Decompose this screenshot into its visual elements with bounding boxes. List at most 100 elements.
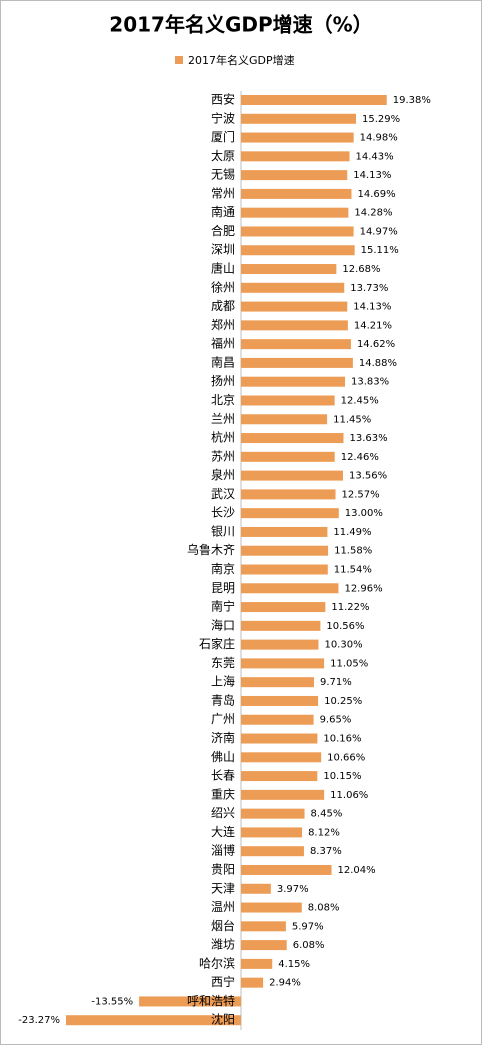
y-tick-label: 西安: [211, 92, 235, 107]
bar: [241, 583, 339, 594]
y-tick-label: 唐山: [211, 261, 235, 276]
y-tick-label: 成都: [211, 299, 235, 313]
bar: [241, 864, 332, 875]
legend: 2017年名义GDP增速: [175, 53, 295, 67]
value-label: 9.65%: [320, 715, 352, 726]
y-tick-label: 天津: [211, 881, 235, 895]
value-label: 2.94%: [269, 978, 301, 989]
value-label: 11.49%: [333, 527, 371, 538]
value-label: 11.05%: [330, 658, 368, 669]
value-label: 8.12%: [308, 827, 340, 838]
bar: [241, 433, 344, 444]
bar: [241, 113, 356, 124]
bar: [241, 771, 318, 782]
bar: [241, 695, 319, 706]
bar: [241, 827, 303, 838]
value-label: 13.00%: [345, 508, 383, 519]
bar: [241, 395, 335, 406]
value-label: 14.97%: [360, 226, 398, 237]
value-label: 11.54%: [334, 565, 372, 576]
y-tick-label: 贵阳: [211, 862, 235, 876]
bar: [241, 545, 329, 556]
value-label: 14.21%: [354, 320, 392, 331]
value-label: 12.96%: [344, 583, 382, 594]
y-tick-label: 淄博: [211, 843, 235, 858]
bar: [241, 902, 302, 913]
bar: [241, 339, 351, 350]
value-label: 14.28%: [354, 208, 392, 219]
bar: [241, 264, 337, 275]
y-tick-label: 哈尔滨: [199, 955, 235, 970]
bar: [241, 301, 348, 312]
y-tick-label: 海口: [211, 617, 235, 632]
bar: [241, 357, 353, 368]
y-tick-label: 深圳: [211, 243, 235, 257]
bar: [241, 733, 318, 744]
value-label: 14.13%: [353, 170, 391, 181]
value-label: 11.45%: [333, 414, 371, 425]
y-tick-label: 沈阳: [211, 1012, 235, 1027]
value-label: 10.25%: [324, 696, 362, 707]
bar: [241, 808, 305, 819]
value-label: 8.45%: [311, 809, 343, 820]
bar: [241, 958, 273, 969]
bar: [241, 376, 346, 387]
y-tick-label: 东莞: [211, 656, 235, 670]
bar: [241, 677, 315, 688]
bar: [241, 789, 325, 800]
bar: [139, 996, 241, 1007]
value-label: 15.11%: [361, 245, 399, 256]
value-label: 4.15%: [278, 959, 310, 970]
y-tick-label: 青岛: [211, 692, 235, 707]
y-tick-label: 上海: [211, 674, 235, 689]
value-label: 9.71%: [320, 677, 352, 688]
bar: [241, 883, 271, 894]
y-tick-label: 广州: [211, 712, 235, 726]
bar: [241, 921, 286, 932]
chart-title: 2017年名义GDP增速（%）: [109, 13, 372, 37]
value-label: 11.06%: [330, 790, 368, 801]
y-tick-label: 南宁: [211, 599, 235, 614]
value-label: 12.57%: [342, 489, 380, 500]
y-tick-label: 徐州: [211, 279, 235, 294]
value-label: -23.27%: [18, 1015, 60, 1026]
bar: [241, 846, 304, 857]
y-tick-label: 泉州: [211, 468, 235, 482]
y-tick-label: 武汉: [211, 487, 235, 501]
y-tick-label: 南通: [211, 204, 235, 219]
y-tick-label: 常州: [211, 186, 235, 200]
bar: [241, 977, 264, 988]
y-tick-label: 北京: [211, 393, 235, 407]
y-tick-label: 太原: [211, 148, 235, 163]
value-label: 12.04%: [338, 865, 376, 876]
value-label: 13.73%: [350, 283, 388, 294]
y-tick-label: 呼和浩特: [187, 993, 235, 1008]
bar: [241, 526, 328, 537]
y-tick-label: 烟台: [211, 918, 235, 933]
y-tick-label: 重庆: [211, 787, 235, 801]
value-label: 14.62%: [357, 339, 395, 350]
bar: [241, 245, 355, 256]
y-tick-label: 温州: [211, 900, 235, 914]
bar: [241, 602, 326, 613]
value-label: 14.88%: [359, 358, 397, 369]
y-tick-label: 西宁: [211, 974, 235, 989]
bar: [241, 752, 322, 763]
value-label: 13.63%: [350, 433, 388, 444]
y-tick-label: 南京: [211, 561, 235, 576]
bar: [241, 564, 328, 575]
bar: [241, 470, 343, 481]
legend-swatch: [175, 56, 183, 64]
value-label: 6.08%: [293, 940, 325, 951]
value-label: 14.43%: [356, 151, 394, 162]
y-tick-label: 福州: [211, 336, 235, 351]
value-label: 12.46%: [341, 452, 379, 463]
bar: [241, 132, 354, 143]
value-label: 14.13%: [353, 302, 391, 313]
y-tick-label: 苏州: [211, 449, 235, 463]
y-tick-label: 潍坊: [211, 937, 235, 952]
y-tick-label: 长春: [211, 769, 235, 783]
y-tick-label: 大连: [211, 824, 235, 839]
value-label: 11.58%: [334, 546, 372, 557]
